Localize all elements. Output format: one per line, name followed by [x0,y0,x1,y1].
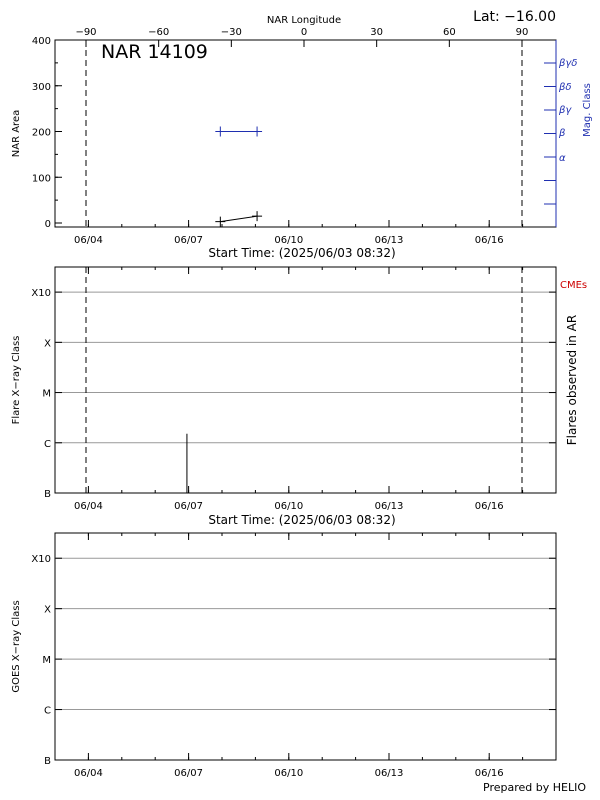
y-class-label: B [44,489,51,500]
lon-tick-label: 30 [370,27,383,38]
x-tick-label: 06/07 [174,501,203,512]
right-axis-label: Flares observed in AR [565,315,579,445]
lon-tick-label: 0 [301,27,307,38]
top-axis-label: NAR Longitude [267,15,341,26]
y-axis-label: NAR Area [11,110,22,157]
flares-panel-frame [54,266,557,494]
x-tick-label: 06/07 [174,768,203,779]
x-tick-label: 06/04 [74,501,103,512]
y-tick-label: 0 [45,219,51,230]
y-class-label: M [42,389,51,400]
x-tick-label: 06/13 [375,768,404,779]
region-title: NAR 14109 [101,41,208,63]
y-tick-label: 100 [32,173,51,184]
y-class-label: X10 [31,288,51,299]
lon-tick-label: 90 [516,27,529,38]
nar-area-panel: 0 100 200 300 400 −90 −60 −30 0 30 60 90 NAR Longitu… [11,15,593,260]
nar-area-panel-frame [54,39,557,228]
x-tick-label: 06/13 [375,501,404,512]
goes-panel-frame [54,532,557,761]
latitude-readout: Lat: −16.00 [473,9,556,25]
mag-class-label: βγ [558,105,572,116]
mag-class-label: βδ [558,82,572,93]
area-line [220,215,258,223]
y-tick-label: 300 [32,82,51,93]
x-tick-label: 06/10 [274,501,303,512]
goes-panel: B C M X X10 06/04 06/07 06/10 06/13 06/16 GOES X−r… [11,532,557,779]
x-tick-label: 06/16 [475,235,504,246]
x-tick-label: 06/16 [475,768,504,779]
lon-tick-label: −60 [148,27,169,38]
x-tick-label: 06/07 [174,235,203,246]
y-class-label: M [42,655,51,666]
y-class-label: C [44,706,51,717]
y-class-label: X10 [31,554,51,565]
flares-panel: B C M X X10 06/04 06/07 06/10 06/13 06/16 Flare X−… [11,266,587,527]
lon-tick-label: −90 [75,27,96,38]
mag-class-label: α [559,153,566,164]
mag-axis-label: Mag. Class [582,83,593,137]
y-axis-label: Flare X−ray Class [11,336,22,425]
mag-class-label: βγδ [558,58,577,69]
y-class-label: B [44,756,51,767]
y-class-label: C [44,439,51,450]
y-class-label: X [44,605,51,616]
x-tick-label: 06/16 [475,501,504,512]
cme-label: CMEs [560,280,587,291]
y-tick-label: 200 [32,128,51,139]
footer-credit: Prepared by HELIO [483,781,586,794]
lon-tick-label: 60 [443,27,456,38]
y-axis-label: GOES X−ray Class [11,600,22,692]
x-tick-label: 06/04 [74,768,103,779]
x-tick-label: 06/04 [74,235,103,246]
x-tick-label: 06/10 [274,768,303,779]
x-axis-label: Start Time: (2025/06/03 08:32) [208,246,395,260]
x-axis-label: Start Time: (2025/06/03 08:32) [208,513,395,527]
x-tick-label: 06/13 [375,235,404,246]
mag-class-label: β [558,128,566,139]
y-class-label: X [44,338,51,349]
x-tick-label: 06/10 [274,235,303,246]
y-tick-label: 400 [32,36,51,47]
lon-tick-label: −30 [221,27,242,38]
